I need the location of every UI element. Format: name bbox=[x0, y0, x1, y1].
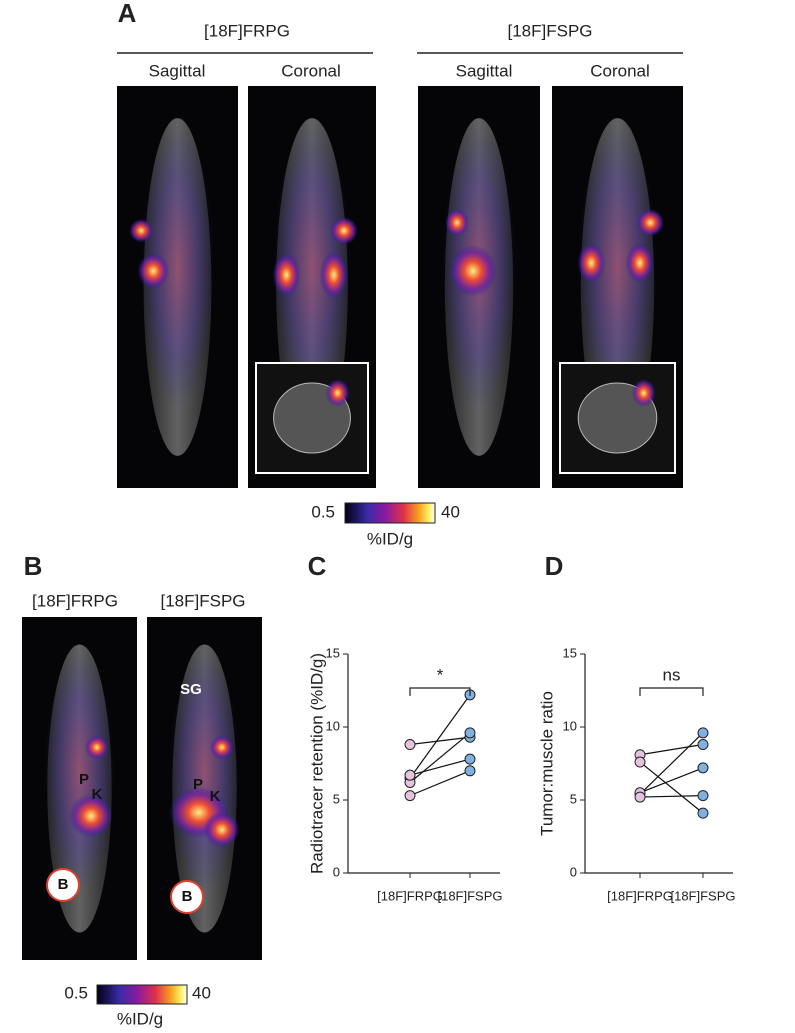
significance-bracket bbox=[639, 687, 704, 696]
organ-marker bbox=[46, 868, 80, 902]
panel-label: C bbox=[308, 551, 327, 581]
organ-label: SG bbox=[180, 681, 202, 698]
view-label: Sagittal bbox=[149, 61, 206, 80]
y-tick-label: 10 bbox=[326, 718, 340, 733]
pair-line bbox=[409, 736, 471, 746]
scan-hotspot bbox=[203, 811, 240, 848]
significance-label: ns bbox=[663, 665, 681, 684]
pair-line bbox=[409, 694, 471, 779]
significance-label: * bbox=[437, 665, 444, 684]
x-tick-label: [18F]FRPG bbox=[377, 888, 443, 903]
view-label: Sagittal bbox=[456, 61, 513, 80]
data-point bbox=[634, 791, 646, 803]
data-point bbox=[697, 739, 709, 751]
pair-line bbox=[639, 732, 704, 795]
data-point bbox=[404, 790, 416, 802]
organ-label: B bbox=[182, 888, 193, 905]
colorbar-max: 40 bbox=[192, 983, 211, 1002]
organ-label: K bbox=[92, 786, 103, 803]
view-label: Coronal bbox=[281, 61, 341, 80]
scan-hotspot bbox=[625, 242, 654, 283]
organ-label: P bbox=[79, 771, 89, 788]
data-point bbox=[697, 762, 709, 774]
pair-line bbox=[639, 761, 704, 814]
x-tick-label: [18F]FSPG bbox=[437, 888, 502, 903]
pair-line bbox=[409, 758, 471, 776]
scan-hotspot bbox=[129, 218, 154, 243]
x-tick-label: [18F]FSPG bbox=[670, 888, 735, 903]
colorbar-max: 40 bbox=[441, 502, 460, 521]
data-point bbox=[697, 727, 709, 739]
pair-line bbox=[639, 767, 704, 794]
scan-hotspot bbox=[445, 208, 470, 237]
organ-label: B bbox=[58, 876, 69, 893]
data-point bbox=[404, 739, 416, 751]
colorbar-min: 0.5 bbox=[64, 983, 88, 1002]
scan-hotspot bbox=[325, 379, 350, 407]
scan-hotspot bbox=[448, 244, 497, 297]
scan-uptake bbox=[273, 126, 351, 408]
panel-label: A bbox=[118, 0, 137, 28]
organ-label: P bbox=[193, 776, 203, 793]
scan-uptake bbox=[141, 126, 214, 408]
y-tick-label: 15 bbox=[563, 645, 577, 660]
scan-hotspot bbox=[69, 793, 113, 838]
y-tick-label: 0 bbox=[570, 864, 577, 879]
data-point bbox=[464, 765, 476, 777]
scan-hotspot bbox=[137, 252, 170, 289]
tracer-label: [18F]FSPG bbox=[507, 21, 592, 40]
data-point bbox=[697, 790, 709, 802]
y-axis-label: Tumor:muscle ratio bbox=[537, 691, 556, 836]
tracer-label: [18F]FSPG bbox=[160, 591, 245, 610]
scan-hotspot bbox=[84, 735, 109, 760]
tracer-label: [18F]FRPG bbox=[32, 591, 118, 610]
scan-hotspot bbox=[631, 379, 656, 407]
y-tick-label: 5 bbox=[570, 791, 577, 806]
scan-hotspot bbox=[319, 250, 348, 299]
panel-label: B bbox=[24, 551, 43, 581]
scan-hotspot bbox=[209, 735, 234, 760]
view-label: Coronal bbox=[590, 61, 650, 80]
scan-uptake bbox=[578, 126, 657, 408]
data-point bbox=[464, 753, 476, 765]
significance-bracket bbox=[409, 687, 471, 696]
x-tick-label: [18F]FRPG bbox=[607, 888, 673, 903]
pair-line bbox=[639, 795, 704, 798]
organ-marker bbox=[170, 880, 204, 914]
colorbar-unit: %ID/g bbox=[367, 529, 413, 548]
data-point bbox=[404, 769, 416, 781]
pair-line bbox=[639, 743, 704, 756]
tracer-label: [18F]FRPG bbox=[204, 21, 290, 40]
y-tick-label: 5 bbox=[333, 791, 340, 806]
y-tick-label: 0 bbox=[333, 864, 340, 879]
colorbar-min: 0.5 bbox=[311, 502, 335, 521]
data-point bbox=[697, 807, 709, 819]
y-axis-label: Radiotracer retention (%ID/g) bbox=[307, 653, 326, 874]
colorbar bbox=[96, 984, 188, 1005]
data-point bbox=[634, 756, 646, 768]
colorbar bbox=[344, 502, 436, 524]
y-tick-label: 15 bbox=[326, 645, 340, 660]
scan-hotspot bbox=[577, 242, 606, 283]
pair-line bbox=[409, 770, 471, 797]
scan-hotspot bbox=[272, 252, 301, 297]
pair-line bbox=[409, 732, 471, 783]
y-tick-label: 10 bbox=[563, 718, 577, 733]
data-point bbox=[464, 727, 476, 739]
colorbar-unit: %ID/g bbox=[117, 1009, 163, 1028]
scan-hotspot bbox=[330, 216, 358, 245]
scan-hotspot bbox=[636, 208, 665, 237]
panel-label: D bbox=[545, 551, 564, 581]
organ-label: K bbox=[210, 788, 221, 805]
